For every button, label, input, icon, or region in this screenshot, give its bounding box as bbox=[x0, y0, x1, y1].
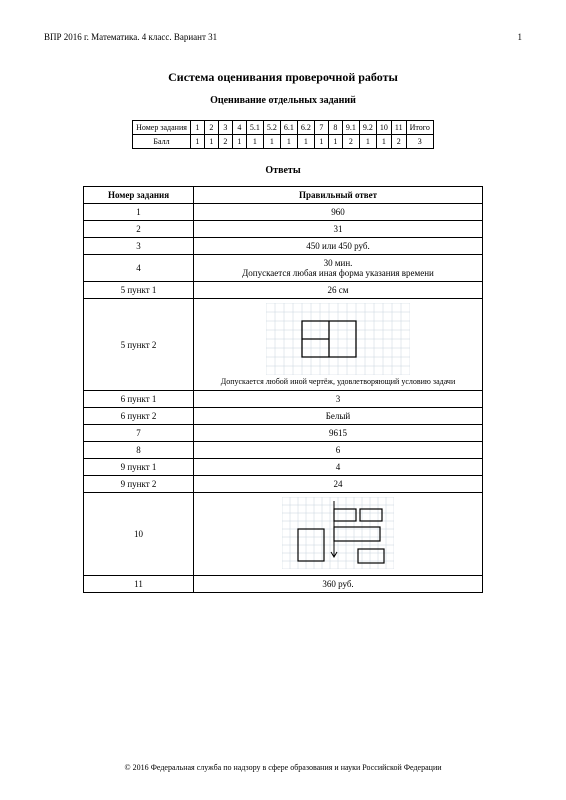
scoring-col: 2 bbox=[204, 121, 218, 135]
answer-val: Белый bbox=[194, 408, 483, 425]
table-row: 11360 руб. bbox=[84, 576, 483, 593]
table-row: Балл 1 1 2 1 1 1 1 1 1 1 2 1 1 2 3 bbox=[133, 135, 434, 149]
scoring-val: 1 bbox=[359, 135, 376, 149]
answer-line: 30 мин. bbox=[198, 258, 478, 268]
answer-num: 3 bbox=[84, 238, 194, 255]
table-row: 4 30 мин. Допускается любая иная форма у… bbox=[84, 255, 483, 282]
scoring-val: 1 bbox=[246, 135, 263, 149]
answers-table: Номер задания Правильный ответ 1960 231 … bbox=[83, 186, 483, 593]
scoring-col: 9.1 bbox=[342, 121, 359, 135]
footer: © 2016 Федеральная служба по надзору в с… bbox=[0, 763, 566, 772]
scoring-val: 1 bbox=[297, 135, 314, 149]
answer-line: Допускается любая иная форма указания вр… bbox=[198, 268, 478, 278]
answer-val: 24 bbox=[194, 476, 483, 493]
table-row: Номер задания Правильный ответ bbox=[84, 187, 483, 204]
page-number: 1 bbox=[518, 32, 523, 42]
table-row: 9 пункт 224 bbox=[84, 476, 483, 493]
scoring-val: 1 bbox=[376, 135, 391, 149]
scoring-val: 1 bbox=[314, 135, 328, 149]
scoring-col: 3 bbox=[218, 121, 232, 135]
scoring-val: 1 bbox=[204, 135, 218, 149]
table-row: 79615 bbox=[84, 425, 483, 442]
answer-val: 450 или 450 руб. bbox=[194, 238, 483, 255]
scoring-col: 8 bbox=[328, 121, 342, 135]
answer-num: 6 пункт 1 bbox=[84, 391, 194, 408]
scoring-col: 5.1 bbox=[246, 121, 263, 135]
scoring-col: Итого bbox=[406, 121, 433, 135]
scoring-col: 7 bbox=[314, 121, 328, 135]
scoring-val: 1 bbox=[232, 135, 246, 149]
table-row: 10 bbox=[84, 493, 483, 576]
scoring-col: 1 bbox=[190, 121, 204, 135]
table-row: 5 пункт 126 см bbox=[84, 282, 483, 299]
scoring-val: 1 bbox=[263, 135, 280, 149]
table-row: 9 пункт 14 bbox=[84, 459, 483, 476]
header: ВПР 2016 г. Математика. 4 класс. Вариант… bbox=[44, 32, 522, 42]
answer-num: 10 bbox=[84, 493, 194, 576]
table-row: 6 пункт 13 bbox=[84, 391, 483, 408]
answer-num: 11 bbox=[84, 576, 194, 593]
figure-caption: Допускается любой иной чертёж, удовлетво… bbox=[221, 377, 455, 386]
scoring-val: 1 bbox=[328, 135, 342, 149]
table-row: 5 пункт 2 Допускается любой иной чертёж,… bbox=[84, 299, 483, 391]
scoring-val: 2 bbox=[391, 135, 406, 149]
page-title: Система оценивания проверочной работы bbox=[44, 70, 522, 85]
answer-num: 5 пункт 2 bbox=[84, 299, 194, 391]
answer-val: 4 bbox=[194, 459, 483, 476]
figure-wrap: Допускается любой иной чертёж, удовлетво… bbox=[221, 303, 455, 386]
scoring-col: 9.2 bbox=[359, 121, 376, 135]
table-row: 3450 или 450 руб. bbox=[84, 238, 483, 255]
scoring-val: 3 bbox=[406, 135, 433, 149]
answers-header-ans: Правильный ответ bbox=[194, 187, 483, 204]
answer-figure-cell: Допускается любой иной чертёж, удовлетво… bbox=[194, 299, 483, 391]
answer-num: 9 пункт 1 bbox=[84, 459, 194, 476]
scoring-row-label: Балл bbox=[133, 135, 191, 149]
figure-wrap bbox=[282, 497, 394, 569]
page: ВПР 2016 г. Математика. 4 класс. Вариант… bbox=[0, 0, 566, 613]
answer-num: 7 bbox=[84, 425, 194, 442]
table-row: 1960 bbox=[84, 204, 483, 221]
scoring-val: 2 bbox=[342, 135, 359, 149]
scoring-table: Номер задания 1 2 3 4 5.1 5.2 6.1 6.2 7 … bbox=[132, 120, 434, 149]
figure-grid-icon bbox=[282, 497, 394, 569]
table-row: 231 bbox=[84, 221, 483, 238]
answer-num: 5 пункт 1 bbox=[84, 282, 194, 299]
page-subtitle: Оценивание отдельных заданий bbox=[44, 95, 522, 106]
answer-num: 4 bbox=[84, 255, 194, 282]
answer-val: 6 bbox=[194, 442, 483, 459]
answer-val: 9615 bbox=[194, 425, 483, 442]
answer-val: 30 мин. Допускается любая иная форма ука… bbox=[194, 255, 483, 282]
table-row: 86 bbox=[84, 442, 483, 459]
answer-val: 31 bbox=[194, 221, 483, 238]
scoring-val: 1 bbox=[190, 135, 204, 149]
scoring-col: 4 bbox=[232, 121, 246, 135]
answer-num: 1 bbox=[84, 204, 194, 221]
scoring-col: 6.2 bbox=[297, 121, 314, 135]
answers-title: Ответы bbox=[44, 165, 522, 176]
figure-grid-icon bbox=[266, 303, 410, 375]
table-row: Номер задания 1 2 3 4 5.1 5.2 6.1 6.2 7 … bbox=[133, 121, 434, 135]
table-row: 6 пункт 2Белый bbox=[84, 408, 483, 425]
scoring-col: 11 bbox=[391, 121, 406, 135]
scoring-col: 6.1 bbox=[280, 121, 297, 135]
answers-header-num: Номер задания bbox=[84, 187, 194, 204]
answer-num: 6 пункт 2 bbox=[84, 408, 194, 425]
answer-num: 2 bbox=[84, 221, 194, 238]
scoring-col: 10 bbox=[376, 121, 391, 135]
scoring-val: 2 bbox=[218, 135, 232, 149]
answer-figure-cell bbox=[194, 493, 483, 576]
answer-num: 9 пункт 2 bbox=[84, 476, 194, 493]
answer-val: 360 руб. bbox=[194, 576, 483, 593]
scoring-val: 1 bbox=[280, 135, 297, 149]
answer-val: 26 см bbox=[194, 282, 483, 299]
scoring-row-label: Номер задания bbox=[133, 121, 191, 135]
scoring-col: 5.2 bbox=[263, 121, 280, 135]
answer-val: 3 bbox=[194, 391, 483, 408]
answer-num: 8 bbox=[84, 442, 194, 459]
answer-val: 960 bbox=[194, 204, 483, 221]
header-left: ВПР 2016 г. Математика. 4 класс. Вариант… bbox=[44, 32, 217, 42]
